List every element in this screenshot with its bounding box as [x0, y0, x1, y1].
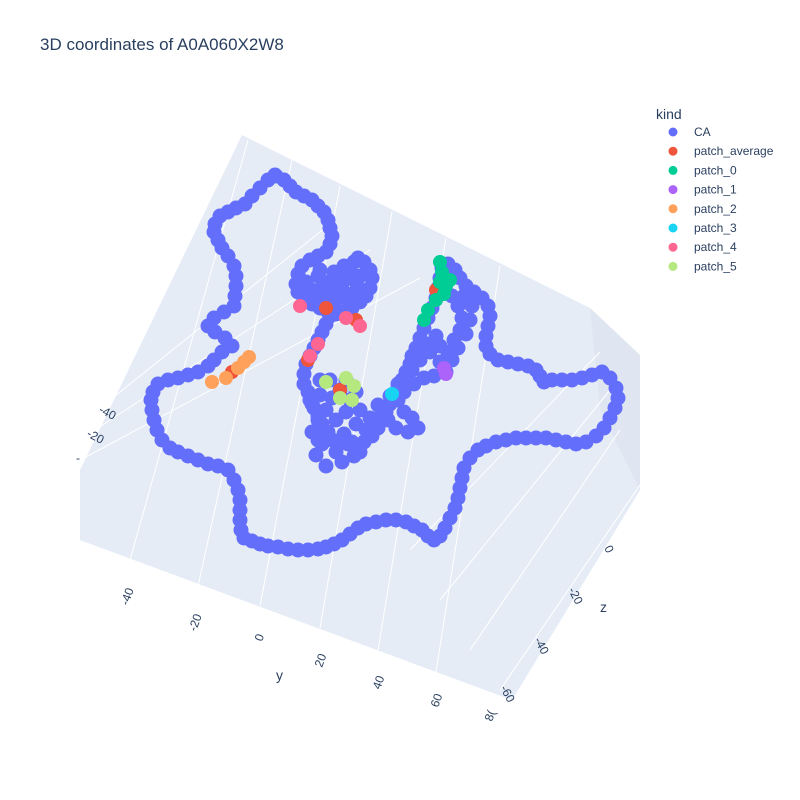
data-point[interactable] — [417, 313, 431, 327]
legend-marker[interactable] — [668, 223, 678, 233]
data-point[interactable] — [344, 286, 360, 302]
data-point[interactable] — [268, 168, 284, 184]
legend-label[interactable]: patch_0 — [694, 163, 737, 177]
data-point[interactable] — [319, 375, 333, 389]
series-patch-5 — [319, 371, 361, 407]
data-point[interactable] — [410, 346, 426, 362]
data-point[interactable] — [311, 337, 325, 351]
data-point[interactable] — [346, 448, 362, 464]
data-point[interactable] — [333, 391, 347, 405]
data-point[interactable] — [304, 396, 320, 412]
legend-marker[interactable] — [668, 146, 678, 156]
y-tick-label: 0 — [252, 632, 268, 643]
y-axis-ticks: -40 -20 0 20 40 60 8( y — [118, 586, 499, 723]
data-point[interactable] — [358, 422, 374, 438]
series-patch-3 — [385, 387, 399, 401]
y-tick-label: -20 — [186, 612, 205, 633]
gridline — [439, 389, 611, 601]
legend-marker[interactable] — [668, 242, 678, 252]
legend-label[interactable]: patch_4 — [694, 240, 737, 254]
data-point[interactable] — [310, 412, 326, 428]
data-point[interactable] — [352, 402, 368, 418]
data-point[interactable] — [205, 375, 219, 389]
data-point[interactable] — [456, 288, 472, 304]
data-point[interactable] — [443, 273, 457, 287]
data-point[interactable] — [298, 274, 314, 290]
data-point[interactable] — [293, 299, 307, 313]
legend-label[interactable]: patch_2 — [694, 202, 737, 216]
data-point[interactable] — [462, 312, 478, 328]
chart-title: 3D coordinates of A0A060X2W8 — [40, 35, 284, 54]
legend-label[interactable]: patch_5 — [694, 259, 737, 273]
floor-plane — [80, 410, 640, 700]
data-point[interactable] — [347, 379, 361, 393]
gridline — [499, 484, 641, 691]
legend: kind CA patch_average patch_0 patch_1 patch_… — [656, 106, 774, 273]
data-point[interactable] — [385, 387, 399, 401]
data-point[interactable] — [362, 410, 378, 426]
data-point[interactable] — [308, 447, 324, 463]
data-point[interactable] — [374, 404, 390, 420]
x-axis-marker: - — [76, 451, 80, 465]
data-point[interactable] — [231, 361, 245, 375]
data-point[interactable] — [450, 340, 466, 356]
y-tick-label: -40 — [118, 586, 137, 607]
series-patch-1 — [437, 361, 453, 381]
data-point[interactable] — [464, 298, 480, 314]
data-point[interactable] — [339, 311, 353, 325]
y-tick-label: 60 — [428, 691, 446, 709]
data-point[interactable] — [439, 367, 453, 381]
data-point[interactable] — [400, 424, 416, 440]
data-point[interactable] — [312, 262, 328, 278]
y-tick-label: 40 — [370, 673, 388, 691]
z-axis-title: z — [600, 599, 607, 615]
data-point[interactable] — [345, 393, 359, 407]
legend-marker[interactable] — [668, 185, 678, 195]
data-point[interactable] — [328, 412, 344, 428]
data-point[interactable] — [429, 293, 443, 307]
data-point[interactable] — [458, 326, 474, 342]
legend-label[interactable]: patch_3 — [694, 221, 737, 235]
data-point[interactable] — [398, 372, 414, 388]
gridline — [197, 159, 293, 587]
data-point[interactable] — [318, 402, 334, 418]
data-point[interactable] — [428, 328, 444, 344]
legend-marker[interactable] — [668, 261, 678, 271]
points-layer — [143, 167, 626, 558]
y-axis-title: y — [276, 667, 283, 683]
data-point[interactable] — [319, 301, 333, 315]
data-point[interactable] — [338, 404, 354, 420]
legend-marker[interactable] — [668, 204, 678, 214]
data-point[interactable] — [418, 336, 434, 352]
data-point[interactable] — [332, 266, 348, 282]
y-tick-label: 8( — [482, 708, 499, 723]
data-point[interactable] — [219, 371, 233, 385]
gridline — [469, 429, 621, 651]
data-point[interactable] — [353, 319, 367, 333]
data-point[interactable] — [318, 458, 334, 474]
legend-label[interactable]: CA — [694, 125, 711, 139]
legend-marker[interactable] — [668, 127, 678, 137]
legend-label[interactable]: patch_average — [694, 144, 774, 158]
data-point[interactable] — [344, 434, 360, 450]
data-point[interactable] — [334, 454, 350, 470]
data-point[interactable] — [310, 432, 326, 448]
legend-marker[interactable] — [668, 165, 678, 175]
data-point[interactable] — [303, 349, 317, 363]
data-point[interactable] — [328, 278, 344, 294]
legend-label[interactable]: patch_1 — [694, 183, 737, 197]
legend-title: kind — [656, 106, 682, 122]
data-point[interactable] — [320, 424, 336, 440]
data-point[interactable] — [352, 268, 368, 284]
series-patch-0 — [417, 255, 457, 327]
series-patch-4 — [293, 299, 367, 363]
series-patch-2 — [205, 350, 256, 389]
y-tick-label: 20 — [312, 651, 330, 669]
